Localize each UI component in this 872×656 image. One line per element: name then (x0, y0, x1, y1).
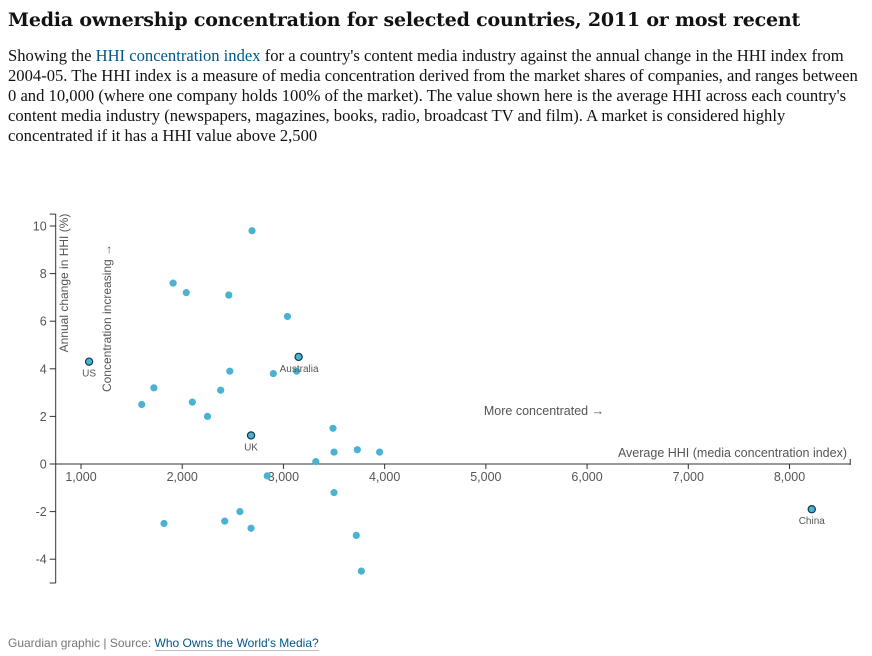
data-point[interactable] (169, 279, 177, 287)
x-tick-label: 4,000 (369, 470, 400, 484)
data-point[interactable] (182, 289, 190, 297)
data-point[interactable] (353, 446, 361, 454)
chart-axes: 1,000 2,000 3,000 4,000 5,000 6,000 7,000 8,000… (33, 213, 851, 584)
y-tick-label: 6 (40, 315, 47, 329)
y-tick-label: 0 (40, 458, 47, 472)
point-label-china: China (799, 516, 826, 527)
y-tick-label: 4 (40, 362, 47, 376)
y-tick-label: 8 (40, 267, 47, 281)
data-point[interactable] (188, 398, 196, 406)
x-tick-label: 6,000 (571, 470, 602, 484)
data-point[interactable] (312, 458, 320, 466)
standfirst-text-after: for a country's content media industry a… (8, 46, 858, 145)
data-point-us[interactable] (84, 357, 94, 366)
data-point[interactable] (221, 517, 229, 525)
data-point[interactable] (263, 472, 271, 480)
data-point[interactable] (138, 400, 146, 409)
x-tick-label: 5,000 (470, 470, 501, 484)
data-point[interactable] (236, 508, 244, 516)
footer-credit: Guardian graphic | Source: (8, 636, 155, 650)
concentration-increasing-annotation: Concentration increasing → (100, 244, 114, 392)
data-point[interactable] (329, 424, 337, 432)
data-point[interactable] (330, 448, 338, 456)
data-point[interactable] (247, 524, 255, 532)
data-point[interactable] (352, 531, 360, 540)
data-point[interactable] (292, 367, 301, 375)
chart-annotations: Concentration increasing → More concentra… (82, 244, 825, 527)
point-label-us: US (82, 369, 96, 380)
x-tick-label: 1,000 (65, 470, 96, 484)
point-label-uk: UK (244, 442, 258, 453)
data-point[interactable] (226, 367, 234, 375)
x-tick-label: 3,000 (268, 470, 299, 484)
y-tick-label: 10 (33, 220, 47, 234)
y-tick-label: 2 (40, 410, 47, 424)
x-tick-label: 2,000 (167, 470, 198, 484)
y-tick-label: -2 (36, 505, 47, 519)
data-point-china[interactable] (807, 505, 816, 514)
data-point[interactable] (150, 384, 158, 392)
data-point[interactable] (357, 567, 365, 575)
data-point[interactable] (269, 369, 277, 378)
data-point[interactable] (330, 488, 338, 497)
y-tick-label: -4 (36, 553, 47, 567)
hhi-index-link[interactable]: HHI concentration index (95, 46, 261, 65)
chart-points (84, 227, 816, 575)
data-point[interactable] (217, 386, 225, 394)
more-concentrated-annotation: More concentrated → (484, 404, 604, 418)
chart-title: Media ownership concentration for select… (8, 9, 801, 31)
data-point[interactable] (225, 291, 233, 299)
standfirst: Showing the HHI concentration index for … (8, 46, 866, 146)
x-axis-label: Average HHI (media concentration index) (618, 446, 847, 460)
data-point[interactable] (203, 412, 212, 420)
data-point-uk[interactable] (246, 431, 256, 440)
data-point[interactable] (283, 312, 292, 321)
data-point[interactable] (160, 519, 168, 528)
point-label-australia: Australia (280, 364, 319, 375)
standfirst-text-before: Showing the (8, 46, 96, 65)
x-tick-label: 8,000 (774, 470, 805, 484)
y-axis-label: Annual change in HHI (%) (57, 214, 71, 353)
x-tick-label: 7,000 (673, 470, 704, 484)
source-link[interactable]: Who Owns the World's Media? (154, 636, 319, 651)
data-point[interactable] (375, 448, 384, 456)
data-point[interactable] (248, 227, 256, 235)
footer: Guardian graphic | Source: Who Owns the … (8, 636, 319, 651)
data-point-australia[interactable] (294, 352, 303, 362)
